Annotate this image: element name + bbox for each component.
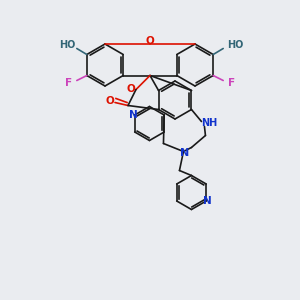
Text: O: O bbox=[127, 83, 135, 94]
Text: F: F bbox=[65, 79, 72, 88]
Text: HO: HO bbox=[227, 40, 243, 50]
Text: O: O bbox=[106, 95, 114, 106]
Text: HO: HO bbox=[58, 40, 75, 50]
Text: NH: NH bbox=[201, 118, 218, 128]
Text: O: O bbox=[146, 36, 154, 46]
Text: N: N bbox=[203, 196, 212, 206]
Text: N: N bbox=[180, 148, 189, 158]
Text: N: N bbox=[129, 110, 138, 120]
Text: F: F bbox=[228, 79, 235, 88]
